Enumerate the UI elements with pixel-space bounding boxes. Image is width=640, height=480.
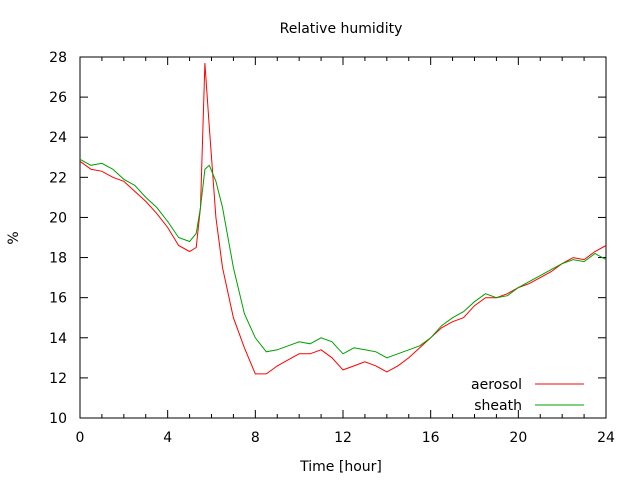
legend-label-aerosol: aerosol	[471, 377, 522, 393]
x-tick-label: 20	[509, 430, 527, 446]
series-lines	[79, 62, 607, 375]
x-tick-label: 0	[76, 430, 85, 446]
series-line-aerosol	[79, 62, 607, 375]
series-line-sheath	[79, 158, 607, 359]
y-tick-label: 20	[49, 210, 67, 226]
axis-tick-labels: 10 12 14 16 18 20 22 24 26 28 0 4 8 12 16 20 24	[49, 50, 615, 446]
y-tick-label: 10	[49, 411, 67, 427]
y-tick-label: 18	[49, 251, 67, 267]
y-axis-label: %	[6, 231, 22, 244]
y-tick-label: 26	[49, 90, 67, 106]
axis-ticks	[79, 56, 607, 419]
y-tick-label: 24	[49, 130, 67, 146]
y-tick-label: 22	[49, 170, 67, 186]
x-tick-label: 16	[422, 430, 440, 446]
y-tick-label: 16	[49, 291, 67, 307]
y-tick-label: 28	[49, 50, 67, 66]
x-tick-label: 24	[597, 430, 615, 446]
x-axis-label: Time [hour]	[299, 459, 382, 475]
legend: aerosol sheath	[471, 377, 584, 414]
x-tick-label: 8	[251, 430, 260, 446]
legend-label-sheath: sheath	[474, 398, 522, 414]
y-tick-label: 14	[49, 331, 67, 347]
chart-title: Relative humidity	[280, 21, 403, 37]
x-tick-label: 4	[163, 430, 172, 446]
x-tick-label: 12	[334, 430, 352, 446]
y-tick-label: 12	[49, 371, 67, 387]
plot-frame	[79, 56, 607, 419]
